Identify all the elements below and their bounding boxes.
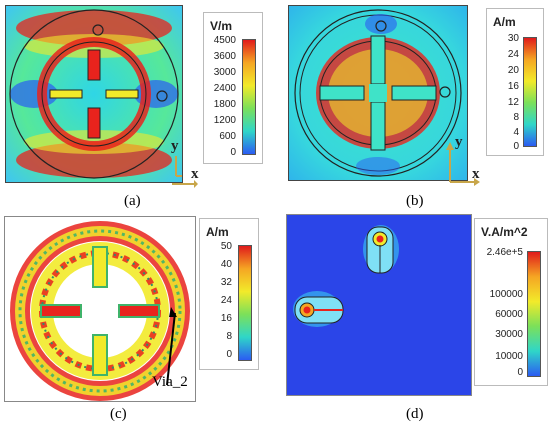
panel-c-tick: 40	[220, 259, 232, 270]
panel-a-slot-left	[49, 89, 83, 99]
panel-b-caption: (b)	[406, 193, 424, 209]
panel-b-via-top	[375, 20, 387, 32]
panel-c-tick: 24	[220, 295, 232, 306]
panel-a-tick: 1800	[213, 99, 236, 110]
panel-a-via-right	[156, 90, 168, 102]
panel-d-power-density-plot	[286, 214, 472, 396]
panel-a-slot-top	[87, 49, 101, 81]
panel-a-caption: (a)	[124, 193, 141, 209]
panel-d-tick: 0	[517, 367, 523, 378]
panel-a-slot-right	[105, 89, 139, 99]
panel-d-colorbar-unit: V.A/m^2	[481, 225, 528, 239]
panel-b-tick: 0	[513, 141, 519, 152]
panel-b-slot-top	[370, 35, 386, 85]
panel-c-tick: 32	[220, 277, 232, 288]
panel-c-caption: (c)	[110, 406, 127, 422]
panel-b-x-axis-label: x	[472, 166, 480, 182]
panel-a-colorbar-gradient	[242, 39, 256, 155]
panel-a-inner-ring	[41, 41, 147, 147]
panel-d-tick: 30000	[495, 329, 523, 340]
panel-a-tick: 0	[230, 147, 236, 158]
panel-c-colorbar-unit: A/m	[206, 225, 229, 239]
panel-b-tick: 30	[507, 33, 519, 44]
panel-b-axis-arrows	[446, 142, 480, 186]
panel-b-slot-right	[391, 85, 437, 101]
panel-a-tick: 1200	[213, 115, 236, 126]
panel-a-y-axis-label: y	[171, 138, 179, 154]
panel-d-tick: 60000	[495, 309, 523, 320]
panel-d-caption: (d)	[406, 406, 424, 422]
panel-c-tick: 0	[226, 349, 232, 360]
panel-d-tick: 10000	[495, 351, 523, 362]
panel-a-colorbar-unit: V/m	[210, 19, 233, 33]
panel-b-tick: 12	[507, 97, 519, 108]
panel-c-tick: 8	[226, 331, 232, 342]
panel-a-tick: 3000	[213, 67, 236, 78]
panel-c-vector-plot	[4, 216, 196, 402]
panel-b-colorbar: A/m 30 24 20 16 12 8 4 0	[486, 8, 544, 156]
panel-b: y x A/m 30 24 20 16 12 8 4 0 (b)	[280, 0, 550, 214]
panel-a-x-axis-label: x	[191, 166, 199, 182]
panel-a-tick: 2400	[213, 83, 236, 94]
panel-c-tick: 50	[220, 241, 232, 252]
panel-a-via-top	[92, 24, 104, 36]
panel-c-via-label: Via_2	[152, 374, 188, 390]
panel-b-field-plot	[288, 5, 468, 181]
panel-b-slot-bottom	[370, 101, 386, 151]
panel-a-colorbar: V/m 4500 3600 3000 2400 1800 1200 600 0	[203, 12, 263, 164]
panel-d-colorbar-gradient	[527, 251, 541, 377]
panel-d-tick: 100000	[489, 289, 523, 300]
panel-c-slot-top	[92, 246, 108, 288]
panel-a-tick: 600	[219, 131, 236, 142]
panel-b-colorbar-unit: A/m	[493, 15, 516, 29]
panel-c-slot-bottom	[92, 334, 108, 376]
panel-c-slot-right	[118, 304, 160, 318]
panel-c: Via_2 A/m 50 40 32 24 16 8 0 (c)	[0, 214, 275, 429]
panel-b-y-axis-label: y	[455, 134, 463, 150]
panel-a-slot-bottom	[87, 107, 101, 139]
panel-b-tick: 24	[507, 49, 519, 60]
panel-d-tick: 2.46e+5	[486, 247, 523, 258]
panel-b-tick: 4	[513, 127, 519, 138]
panel-b-via-right	[439, 86, 451, 98]
panel-d: V.A/m^2 2.46e+5 100000 60000 30000 10000…	[280, 214, 550, 429]
panel-a-outer-ring	[9, 9, 179, 179]
panel-b-tick: 16	[507, 81, 519, 92]
panel-c-colorbar: A/m 50 40 32 24 16 8 0	[199, 218, 259, 370]
panel-b-colorbar-gradient	[523, 37, 537, 147]
panel-b-tick: 20	[507, 65, 519, 76]
panel-b-tick: 8	[513, 112, 519, 123]
panel-a-tick: 4500	[213, 35, 236, 46]
panel-d-colorbar: V.A/m^2 2.46e+5 100000 60000 30000 10000…	[474, 218, 548, 386]
panel-a: y x V/m 4500 3600 3000 2400 1800 1200 60…	[0, 0, 275, 214]
panel-c-colorbar-gradient	[238, 245, 252, 361]
panel-a-field-plot	[5, 5, 183, 183]
panel-a-tick: 3600	[213, 51, 236, 62]
panel-c-annotation-arrow	[166, 312, 176, 386]
panel-c-slot-left	[40, 304, 82, 318]
panel-b-outer-ring	[294, 9, 462, 177]
panel-a-x-axis-arrow	[172, 180, 198, 188]
panel-b-slot-left	[319, 85, 365, 101]
panel-c-tick: 16	[220, 313, 232, 324]
